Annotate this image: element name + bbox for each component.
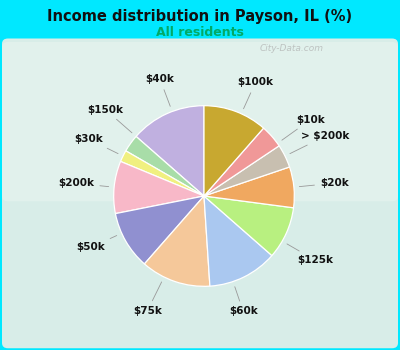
Text: $200k: $200k bbox=[58, 178, 109, 188]
Wedge shape bbox=[120, 151, 204, 196]
FancyBboxPatch shape bbox=[2, 42, 398, 201]
Wedge shape bbox=[204, 146, 290, 196]
Text: $60k: $60k bbox=[229, 287, 258, 316]
Text: Income distribution in Payson, IL (%): Income distribution in Payson, IL (%) bbox=[48, 9, 352, 24]
Wedge shape bbox=[204, 167, 294, 208]
Text: > $200k: > $200k bbox=[290, 131, 350, 154]
FancyBboxPatch shape bbox=[2, 38, 398, 348]
Text: All residents: All residents bbox=[156, 26, 244, 39]
Wedge shape bbox=[204, 128, 279, 196]
Wedge shape bbox=[204, 196, 272, 286]
Text: $75k: $75k bbox=[133, 282, 162, 316]
Text: City-Data.com: City-Data.com bbox=[260, 44, 324, 53]
Text: $10k: $10k bbox=[282, 115, 325, 140]
Text: $40k: $40k bbox=[146, 74, 174, 106]
Wedge shape bbox=[116, 196, 204, 264]
Text: $150k: $150k bbox=[88, 105, 132, 133]
Wedge shape bbox=[144, 196, 210, 286]
Wedge shape bbox=[204, 196, 294, 256]
Text: $100k: $100k bbox=[238, 77, 274, 109]
Text: $20k: $20k bbox=[299, 178, 349, 188]
Wedge shape bbox=[126, 136, 204, 196]
Wedge shape bbox=[204, 106, 264, 196]
Wedge shape bbox=[114, 161, 204, 214]
Text: $50k: $50k bbox=[76, 236, 117, 252]
Text: $30k: $30k bbox=[74, 134, 118, 154]
Wedge shape bbox=[136, 106, 204, 196]
Text: $125k: $125k bbox=[287, 244, 333, 265]
